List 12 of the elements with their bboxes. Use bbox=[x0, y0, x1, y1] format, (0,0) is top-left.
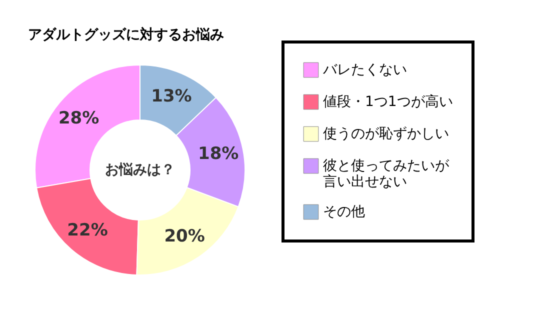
chart-title: アダルトグッズに対するお悩み bbox=[28, 26, 224, 43]
data-label: 18% bbox=[198, 144, 239, 164]
data-label: 22% bbox=[67, 220, 108, 240]
data-label: 28% bbox=[58, 108, 100, 128]
legend-label: その他 bbox=[323, 204, 365, 220]
legend-label: 彼と使ってみたいが言い出せない bbox=[323, 158, 450, 190]
legend-label: 値段・1つ1つが高い bbox=[323, 94, 453, 110]
legend-label: バレたくない bbox=[322, 62, 407, 78]
legend-label: 使うのが恥ずかしい bbox=[323, 126, 449, 142]
data-label: 13% bbox=[151, 86, 192, 106]
data-label: 20% bbox=[164, 226, 205, 246]
text: お悩みは？ bbox=[105, 162, 175, 178]
